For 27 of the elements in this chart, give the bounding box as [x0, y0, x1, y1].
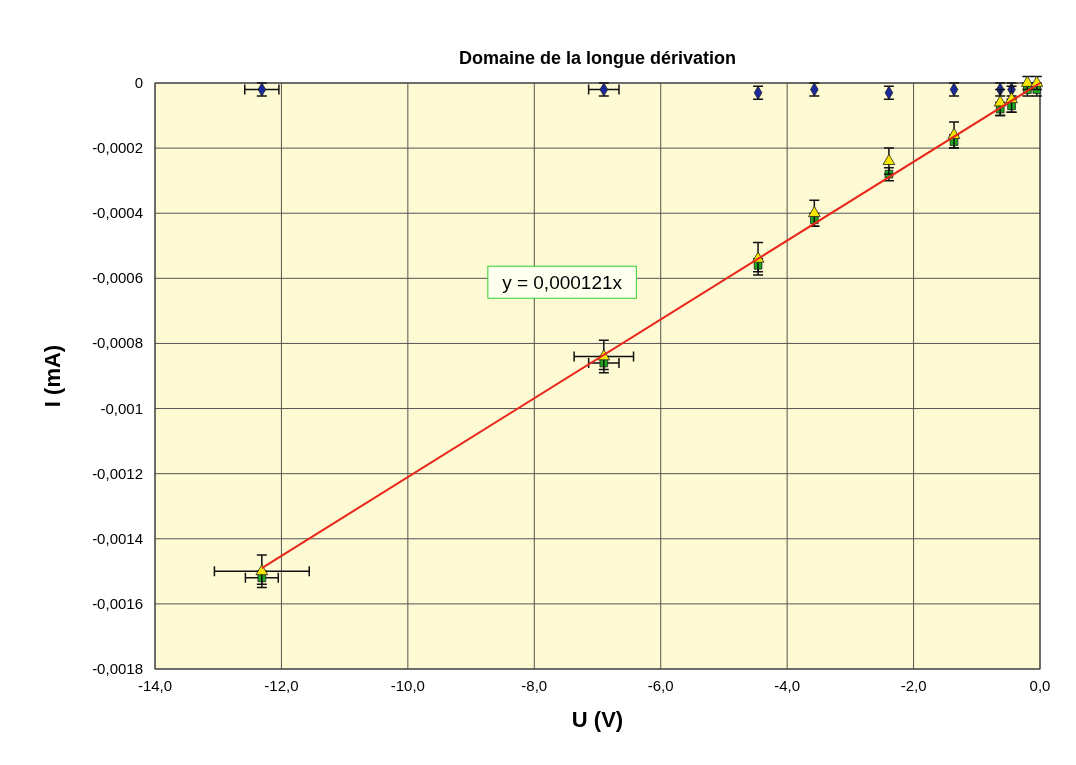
y-tick-label: -0,0016: [92, 594, 143, 612]
x-tick-label: -8,0: [521, 677, 548, 694]
x-tick-label: 0,0: [1029, 677, 1051, 694]
y-tick-label: -0,0006: [92, 269, 143, 287]
x-tick-label: -10,0: [390, 677, 425, 694]
y-tick-label: -0,0018: [92, 660, 143, 677]
point: [808, 206, 821, 218]
x-tick-label: -4,0: [774, 677, 801, 694]
point: [1021, 75, 1034, 87]
y-tick-label: -0,0002: [92, 139, 143, 157]
x-tick-label: -14,0: [137, 677, 173, 694]
y-tick-label: -0,001: [100, 399, 143, 417]
y-tick-label: -0,0014: [92, 529, 143, 547]
x-tick-label: -6,0: [647, 677, 674, 694]
y-axis-title: I (mA): [40, 344, 65, 408]
x-tick-label: -2,0: [900, 677, 927, 694]
point: [993, 95, 1007, 107]
point: [882, 153, 896, 165]
y-tick-label: -0,0012: [92, 464, 143, 482]
y-tick-label: -0,0008: [92, 334, 143, 352]
annotation: y = 0,000121x: [502, 272, 623, 294]
y-tick-label: -0,0004: [92, 204, 143, 222]
point: [255, 564, 269, 576]
chart-title: Domaine de la longue dérivation: [458, 48, 737, 68]
x-tick-label: -12,0: [264, 677, 299, 694]
x-axis-title: U (V): [571, 707, 624, 732]
y-tick-label: 0: [134, 74, 143, 91]
